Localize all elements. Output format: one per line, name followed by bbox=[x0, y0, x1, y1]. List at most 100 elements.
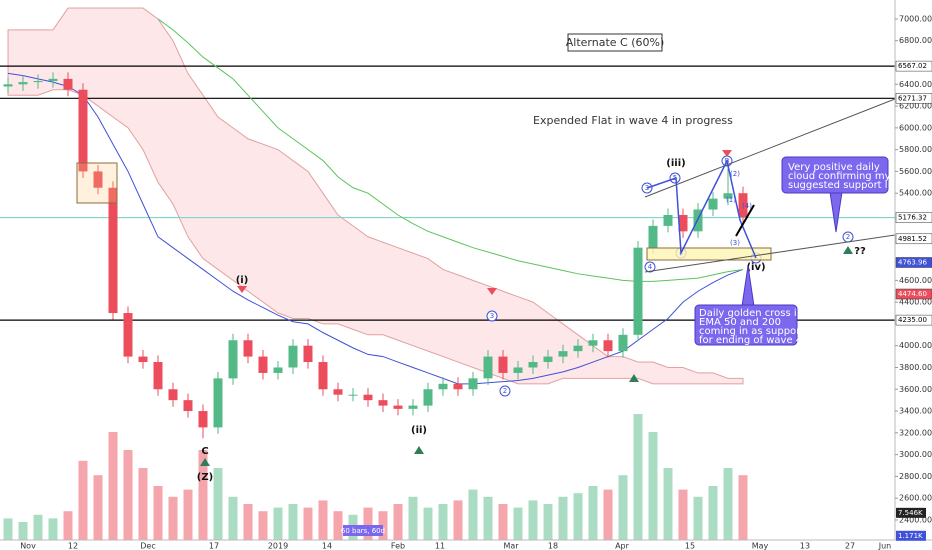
price-label-box bbox=[895, 93, 932, 104]
up-arrow bbox=[414, 446, 424, 454]
volume-bar bbox=[3, 518, 13, 540]
wave-label: (4) bbox=[742, 202, 752, 210]
candle-body bbox=[543, 356, 553, 363]
candle-body bbox=[618, 334, 628, 352]
candle-body bbox=[273, 367, 283, 373]
volume-bar bbox=[273, 507, 283, 540]
volume-bar bbox=[93, 475, 103, 540]
x-tick-label: 27 bbox=[845, 542, 855, 550]
candle-body bbox=[483, 356, 493, 379]
volume-bar bbox=[603, 489, 613, 540]
y-tick-label: 6800.00 bbox=[899, 36, 932, 45]
ema-line bbox=[7, 72, 744, 385]
x-tick-label: Mar bbox=[503, 542, 519, 550]
candle-body bbox=[498, 356, 508, 373]
volume-bar bbox=[558, 496, 568, 540]
y-tick-label: 6000.00 bbox=[899, 123, 932, 132]
volume-bar bbox=[18, 522, 28, 540]
ema-line bbox=[157, 18, 744, 282]
y-tick-label: 3000.00 bbox=[899, 450, 932, 459]
volume-bar bbox=[693, 496, 703, 540]
x-tick-label: 2019 bbox=[268, 542, 288, 550]
annotation: Expended Flat in wave 4 in progress bbox=[533, 114, 733, 127]
channel-line bbox=[644, 98, 896, 198]
price-label: 6567.02 bbox=[898, 62, 927, 70]
volume-bar bbox=[483, 496, 493, 540]
y-tick-label: 3800.00 bbox=[899, 363, 932, 372]
y-tick-label: 2400.00 bbox=[899, 515, 932, 524]
volume-bar bbox=[363, 507, 373, 540]
wave-label: 4 bbox=[648, 263, 653, 271]
volume-bar bbox=[213, 468, 223, 540]
candle-body bbox=[93, 171, 103, 188]
volume-bar bbox=[543, 504, 553, 540]
plot-area: (i)(ii)(iii)(iv)C(Z)??354ABC322(1)(2)(3)… bbox=[0, 7, 895, 540]
channel-line bbox=[644, 234, 896, 273]
highlight-box bbox=[646, 247, 772, 261]
down-arrow bbox=[237, 286, 247, 293]
candle-body bbox=[723, 193, 733, 199]
price-axis bbox=[895, 0, 932, 550]
volume-bar bbox=[153, 486, 163, 540]
candle-body bbox=[318, 362, 328, 390]
volume-bar bbox=[333, 511, 343, 540]
volume-bar bbox=[123, 450, 133, 540]
volume-bar bbox=[573, 493, 583, 540]
volume-bar bbox=[288, 504, 298, 540]
volume-bar bbox=[498, 504, 508, 540]
candle-body bbox=[408, 405, 418, 409]
note-text: Daily golden cross in bbox=[699, 308, 803, 319]
wave-label: (ii) bbox=[411, 425, 427, 436]
candle-body bbox=[573, 345, 583, 352]
x-tick-label: 14 bbox=[322, 542, 332, 550]
note-text: suggested support line bbox=[788, 180, 903, 191]
candle-body bbox=[108, 187, 118, 314]
y-tick-label: 3200.00 bbox=[899, 428, 932, 437]
volume-bar bbox=[198, 450, 208, 540]
volume-bar bbox=[678, 489, 688, 540]
volume-bar bbox=[588, 486, 598, 540]
price-label: 6271.37 bbox=[898, 94, 927, 102]
note-text: for ending of wave 4 bbox=[699, 335, 802, 346]
candle-body bbox=[453, 383, 463, 390]
volume-bar bbox=[738, 475, 748, 540]
x-tick-label: May bbox=[752, 542, 769, 550]
volume-bar bbox=[183, 489, 193, 540]
up-arrow bbox=[629, 374, 639, 382]
candle-body bbox=[378, 400, 388, 406]
up-arrow bbox=[200, 458, 210, 466]
wave-label: 2 bbox=[503, 387, 507, 395]
volume-label: 7.546K bbox=[898, 509, 923, 517]
candle-body bbox=[258, 356, 268, 373]
volume-label-box bbox=[896, 530, 926, 541]
candle-body bbox=[18, 82, 28, 85]
price-label-box bbox=[895, 60, 932, 72]
candle-body bbox=[48, 78, 58, 82]
x-tick-label: 17 bbox=[209, 542, 219, 550]
y-tick-label: 4400.00 bbox=[899, 298, 932, 307]
candle-body bbox=[708, 198, 718, 210]
candle-body bbox=[423, 389, 433, 406]
x-tick-label: 11 bbox=[435, 542, 445, 550]
candle-body bbox=[438, 383, 448, 390]
price-label: 4235.00 bbox=[898, 316, 927, 324]
volume-bar bbox=[453, 500, 463, 540]
price-label-box bbox=[895, 233, 932, 245]
y-tick-label: 5600.00 bbox=[899, 167, 932, 176]
wave-label: ?? bbox=[854, 246, 866, 257]
volume-bar bbox=[393, 504, 403, 540]
volume-label-box bbox=[896, 507, 926, 518]
price-label: 4981.52 bbox=[898, 235, 927, 243]
y-tick-label: 4000.00 bbox=[899, 341, 932, 350]
candle-body bbox=[633, 247, 643, 335]
candle-body bbox=[513, 367, 523, 373]
candle-body bbox=[243, 340, 253, 357]
candle-body bbox=[183, 400, 193, 412]
annotation-box bbox=[567, 33, 663, 52]
price-label-box bbox=[895, 288, 932, 300]
candle-body bbox=[663, 214, 673, 226]
annotation: Alternate C (60%) bbox=[566, 36, 665, 49]
candle-body bbox=[528, 362, 538, 368]
